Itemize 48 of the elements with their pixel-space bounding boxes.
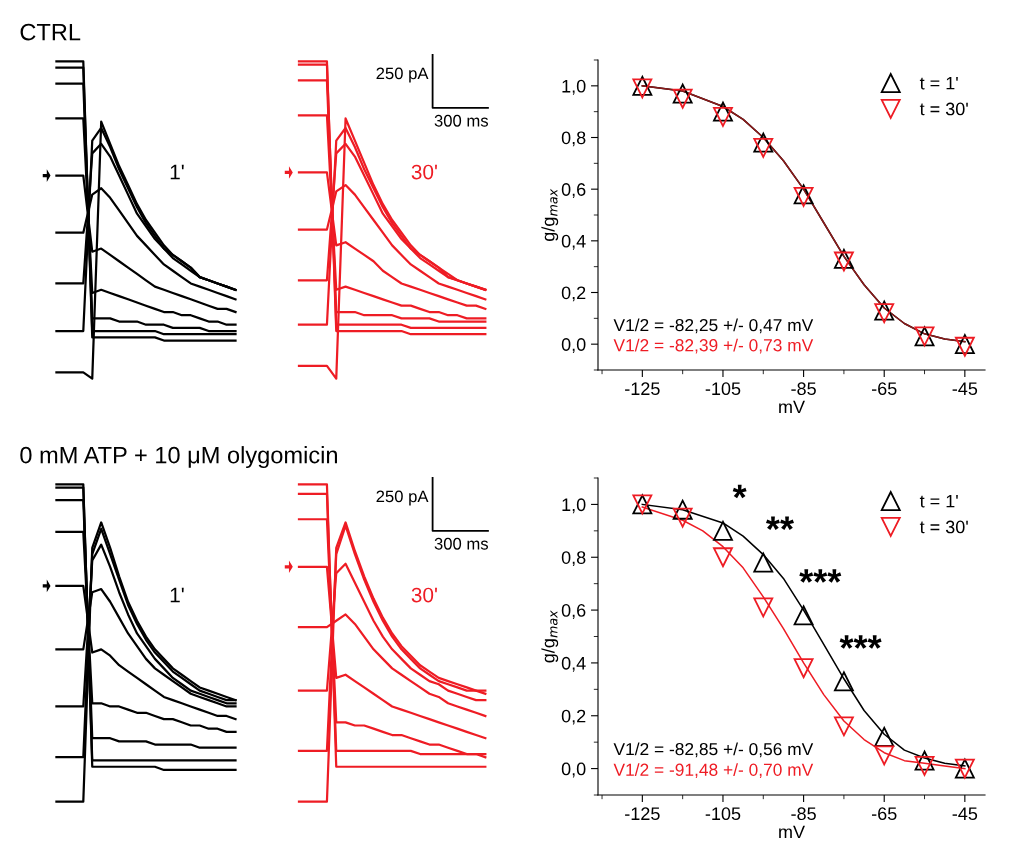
x-tick-label: -85 xyxy=(791,382,816,396)
y-tick-label: 0,4 xyxy=(561,234,586,250)
legend-label: t = 1' xyxy=(919,494,958,508)
annotation: *** xyxy=(839,635,882,649)
y-tick-label: 0,6 xyxy=(561,183,586,199)
annotation: * xyxy=(732,484,747,499)
chart-title: 0 mM ATP + 10 μM olygomicin xyxy=(20,446,337,469)
x-tick-label: -45 xyxy=(952,382,978,396)
annotation: 30' xyxy=(411,164,437,180)
x-tick-label: -65 xyxy=(871,382,897,396)
y-tick-label: 1,0 xyxy=(562,79,586,95)
legend-label: t = 30' xyxy=(919,520,968,534)
y-tick-label: 0,8 xyxy=(561,551,586,567)
annotation: 1' xyxy=(170,587,184,603)
annotation: ** xyxy=(766,516,794,530)
annotation: 250 pA xyxy=(376,490,429,506)
annotation: 250 pA xyxy=(376,67,429,83)
x-tick-label: -105 xyxy=(705,807,741,821)
y-tick-label: 0,2 xyxy=(561,709,586,725)
y-axis-title: g/g$_{max}$ xyxy=(541,188,559,241)
x-tick-label: -125 xyxy=(625,382,660,396)
x-tick-label: -45 xyxy=(952,807,978,821)
y-axis-title: g/g$_{max}$ xyxy=(541,610,559,663)
annotation: 1' xyxy=(170,164,184,180)
annotation: V1/2 = -91,48 +/- 0,70 mV xyxy=(613,763,814,778)
x-axis-title: mV xyxy=(779,825,805,839)
annotation: *** xyxy=(799,569,842,583)
annotation: 30' xyxy=(411,587,437,603)
x-tick-label: -85 xyxy=(791,807,816,821)
y-tick-label: 1,0 xyxy=(562,498,586,514)
y-tick-label: 0,0 xyxy=(561,762,586,778)
x-axis-title: mV xyxy=(779,400,805,414)
annotation: 300 ms xyxy=(434,114,489,127)
y-tick-label: 0,4 xyxy=(561,656,586,672)
y-tick-label: 0,8 xyxy=(561,131,586,147)
annotation: V1/2 = -82,25 +/- 0,47 mV xyxy=(613,318,814,334)
y-tick-label: 0,0 xyxy=(561,338,586,354)
x-tick-label: -125 xyxy=(625,807,660,821)
legend-label: t = 1' xyxy=(919,76,958,90)
x-tick-label: -105 xyxy=(705,382,741,396)
chart-title: CTRL xyxy=(20,23,81,41)
annotation: 300 ms xyxy=(434,537,489,550)
y-tick-label: 0,2 xyxy=(561,286,586,302)
annotation: V1/2 = -82,39 +/- 0,73 mV xyxy=(613,338,814,354)
legend-label: t = 30' xyxy=(919,102,968,116)
y-tick-label: 0,6 xyxy=(561,604,586,619)
annotation: V1/2 = -82,85 +/- 0,56 mV xyxy=(613,742,814,758)
x-tick-label: -65 xyxy=(871,807,897,821)
